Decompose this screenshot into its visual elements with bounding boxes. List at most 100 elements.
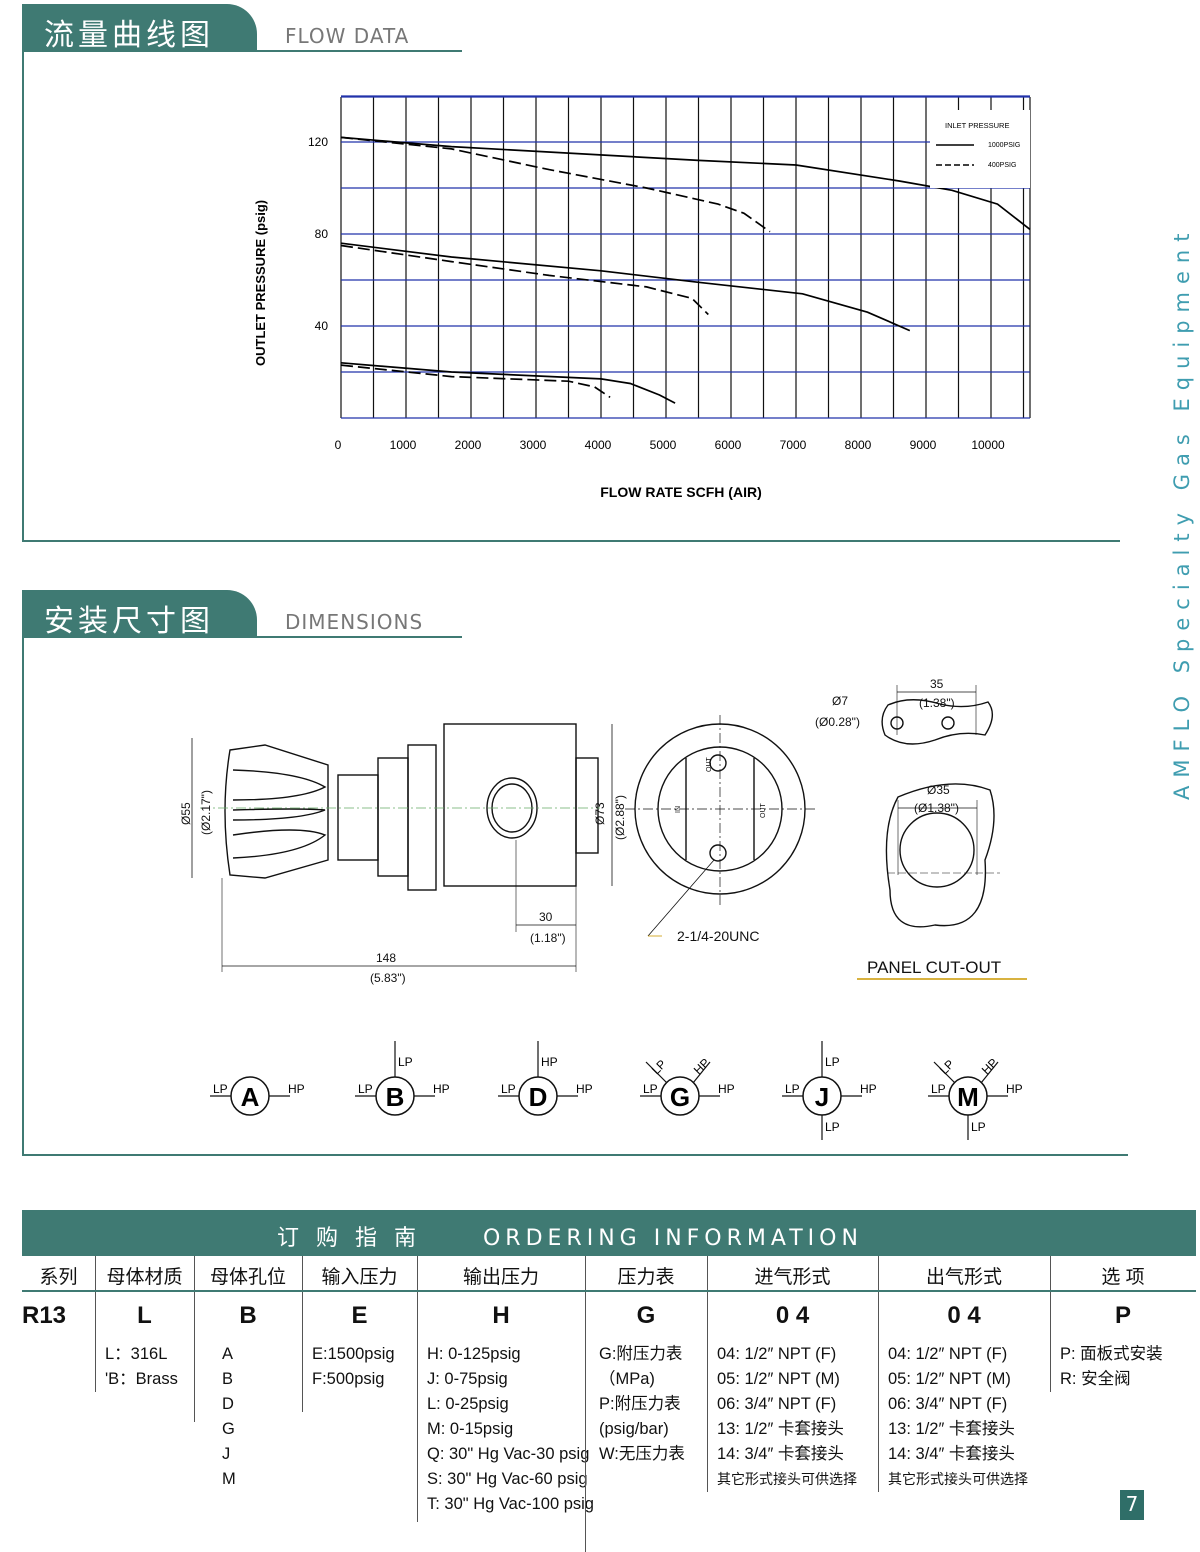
option-item: (psig/bar) (599, 1420, 669, 1438)
column-header: 母体材质 (106, 1267, 183, 1288)
ordering-column-6: 进气形式 0 4 04: 1/2″ NPT (F) 05: 1/2″ NPT (M)… (707, 1256, 878, 1492)
dim-d35: Ø35 (927, 783, 950, 797)
option-item: 13: 1/2″ 卡套接头 (888, 1420, 1015, 1438)
column-header: 系列 (39, 1267, 78, 1288)
port-in: IN (675, 806, 682, 813)
option-item: P: 面板式安装 (1060, 1345, 1163, 1363)
port-label: LP (785, 1082, 800, 1096)
port-label: LP (501, 1082, 516, 1096)
legend: INLET PRESSURE 1000PSIG 400PSIG (930, 110, 1030, 188)
option-item: 14: 3/4″ 卡套接头 (717, 1445, 844, 1463)
option-item: T: 30" Hg Vac-100 psig (427, 1495, 594, 1513)
column-header: 输入压力 (321, 1267, 398, 1288)
option-item: 'B：Brass (105, 1370, 178, 1388)
dim-d35-in: (Ø1.38") (914, 801, 959, 815)
option-item: E:1500psig (312, 1345, 395, 1363)
x-tick-label: 2000 (455, 438, 482, 452)
port-label: LP (931, 1082, 946, 1096)
ordering-title-en: ORDERING INFORMATION (482, 1226, 863, 1251)
dim-title-cn: 安装尺寸图 (22, 590, 257, 639)
dim-d7-in: (Ø0.28") (815, 715, 860, 729)
legend-entry-400: 400PSIG (988, 162, 1016, 169)
option-item: 13: 1/2″ 卡套接头 (717, 1420, 844, 1438)
x-tick-label: 8000 (845, 438, 872, 452)
port-out-top: OUT (706, 757, 713, 773)
column-code: 0 4 (775, 1302, 810, 1329)
column-code: H (492, 1302, 510, 1329)
ordering-header: 订 购 指 南 ORDERING INFORMATION (22, 1210, 1196, 1256)
legend-title: INLET PRESSURE (945, 121, 1009, 130)
option-item: 04: 1/2″ NPT (F) (888, 1345, 1008, 1363)
dim-d73: Ø73 (593, 802, 607, 825)
option-item: 14: 3/4″ 卡套接头 (888, 1445, 1015, 1463)
column-code: E (351, 1302, 368, 1329)
column-code: R13 (22, 1302, 67, 1329)
option-item: G:附压力表 (599, 1345, 683, 1363)
option-item: 05: 1/2″ NPT (M) (717, 1370, 840, 1388)
ordering-column-5: 压力表 G G:附压力表 （MPa) P:附压力表 (psig/bar) W:无压力表 (585, 1256, 707, 1467)
dim-frame (22, 638, 1128, 1156)
legend-entry-1000: 1000PSIG (988, 142, 1020, 149)
dim-35-in: (1.38") (919, 696, 955, 710)
column-header: 出气形式 (925, 1267, 1002, 1288)
ordering-column-8: 选 项 P P: 面板式安装 R: 安全阀 (1050, 1256, 1196, 1392)
flow-title-cn: 流量曲线图 (22, 4, 257, 53)
column-code: P (1114, 1302, 1131, 1329)
series-line-1000psig (340, 136, 1031, 231)
dim-30: 30 (539, 910, 553, 924)
flow-frame (22, 52, 1120, 542)
regulator-side-view (191, 723, 613, 972)
option-item: Q: 30" Hg Vac-30 psig (427, 1445, 590, 1463)
port-letter: M (957, 1082, 979, 1112)
port-letter: J (815, 1082, 829, 1112)
y-tick-label: 120 (308, 135, 328, 149)
y-tick-label: 80 (315, 227, 329, 241)
option-item: 04: 1/2″ NPT (F) (717, 1345, 837, 1363)
option-item: B (222, 1370, 234, 1388)
x-tick-label: 4000 (585, 438, 612, 452)
option-item: J (222, 1445, 231, 1463)
dim-d55: Ø55 (179, 802, 193, 825)
dim-35: 35 (930, 677, 944, 691)
y-tick-label: 40 (315, 319, 329, 333)
ordering-column-3: 输入压力 E E:1500psig F:500psig (302, 1256, 417, 1392)
port-label: HP (1006, 1082, 1023, 1096)
port-config-b: B LP HP LP (355, 1041, 450, 1116)
x-tick-label: 0 (335, 438, 342, 452)
dim-d55-in: (Ø2.17") (199, 790, 213, 835)
port-config-d: D LP HP HP (498, 1041, 593, 1116)
panel-cutout-label: PANEL CUT-OUT (867, 958, 1001, 977)
port-label: HP (541, 1055, 558, 1069)
column-code: 0 4 (947, 1302, 981, 1329)
port-label: HP (433, 1082, 450, 1096)
port-label: LP (825, 1120, 840, 1134)
dimension-drawing: Ø55 (Ø2.17") Ø73 (Ø2.88") 30 (1.18") 148… (179, 677, 1027, 985)
option-item: P:附压力表 (599, 1395, 681, 1413)
dim-title-en: DIMENSIONS (285, 610, 424, 634)
panel-cutout-drawing (857, 685, 1027, 980)
dim-d73-in: (Ø2.88") (613, 795, 627, 840)
option-item: A (222, 1345, 234, 1363)
port-label: LP (213, 1082, 228, 1096)
flow-section-header: 流量曲线图 FLOW DATA (22, 4, 462, 53)
dim-d7: Ø7 (832, 694, 848, 708)
ordering-table: 系列 R13 母体材质 L L：316L 'B：Brass 母体孔位 B A B D G J M 输入… (22, 1256, 1196, 1552)
port-label: LP (937, 1057, 957, 1077)
option-item: J: 0-75psig (427, 1370, 508, 1388)
port-config-j: J LP HP LP LP (782, 1041, 877, 1140)
port-letter: G (670, 1082, 690, 1112)
x-tick-label: 9000 (910, 438, 937, 452)
port-label: LP (649, 1057, 669, 1077)
dim-30-in: (1.18") (530, 931, 566, 945)
option-item: G (222, 1420, 235, 1438)
series-line-1000psig (340, 361, 676, 404)
column-code: L (137, 1302, 152, 1329)
port-label: HP (979, 1056, 1001, 1078)
option-item: 06: 3/4″ NPT (F) (888, 1395, 1008, 1413)
option-item: （MPa) (599, 1370, 655, 1388)
port-label: LP (358, 1082, 373, 1096)
ordering-column-0: 系列 R13 (22, 1256, 95, 1342)
option-item: M (222, 1470, 236, 1488)
